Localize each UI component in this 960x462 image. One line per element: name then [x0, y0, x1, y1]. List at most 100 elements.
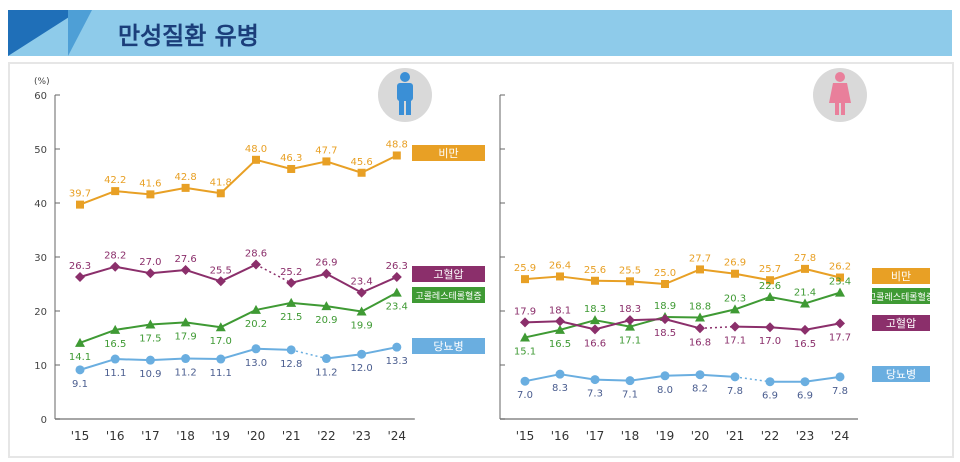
- series-line-segment: [629, 374, 666, 382]
- series-line-segment: [361, 346, 397, 356]
- series-line-segment: [255, 301, 292, 311]
- data-label: 8.0: [657, 385, 673, 396]
- data-label: 47.7: [315, 145, 337, 156]
- data-point: [836, 273, 844, 282]
- data-point: [251, 259, 261, 270]
- y-tick-label: 30: [34, 253, 47, 264]
- series-line-segment: [220, 159, 257, 195]
- data-label: 11.1: [210, 368, 232, 379]
- series-line-segment: [185, 321, 221, 329]
- series-line-segment: [291, 349, 327, 360]
- data-point: [110, 261, 121, 272]
- data-label: 17.1: [619, 336, 641, 347]
- data-point: [800, 377, 810, 387]
- data-label: 27.0: [139, 257, 161, 268]
- data-label: 13.0: [245, 358, 267, 369]
- x-tick-label: '19: [656, 429, 675, 443]
- data-label: 42.2: [104, 175, 126, 186]
- data-label: 16.5: [794, 339, 816, 350]
- series-line-segment: [699, 308, 736, 319]
- series-line-segment: [361, 154, 398, 174]
- legend-label: 비만: [438, 147, 458, 160]
- data-label: 7.8: [832, 386, 848, 397]
- data-point: [286, 297, 297, 307]
- series-line-segment: [150, 268, 186, 275]
- data-label: 41.8: [210, 177, 232, 188]
- data-label: 25.0: [654, 268, 676, 279]
- data-point: [145, 319, 156, 329]
- data-label: 20.9: [315, 315, 337, 326]
- data-label: 25.5: [619, 265, 641, 276]
- data-label: 23.4: [350, 277, 372, 288]
- data-point: [766, 276, 774, 285]
- data-point: [357, 349, 367, 359]
- series-line-segment: [326, 353, 362, 360]
- title-banner: 만성질환 유병: [8, 10, 952, 56]
- data-point: [520, 332, 530, 342]
- x-tick-label: '21: [726, 429, 745, 443]
- data-point: [75, 337, 85, 347]
- series-line-segment: [559, 275, 596, 282]
- data-label: 28.2: [104, 251, 126, 262]
- series-line-segment: [594, 319, 631, 328]
- data-point: [556, 272, 564, 281]
- series-line-segment: [524, 328, 561, 339]
- data-point: [322, 157, 331, 166]
- data-label: 17.0: [759, 336, 781, 347]
- data-point: [590, 375, 600, 385]
- series-line-segment: [290, 272, 327, 284]
- data-label: 17.9: [174, 331, 196, 342]
- data-point: [800, 324, 810, 335]
- legend-box: [412, 266, 485, 282]
- data-label: 17.9: [514, 306, 536, 317]
- data-label: 26.2: [829, 262, 851, 273]
- x-tick-label: '23: [796, 429, 815, 443]
- data-label: 18.8: [689, 301, 711, 312]
- series-line-segment: [769, 326, 806, 331]
- data-label: 17.7: [829, 332, 851, 343]
- x-tick-label: '18: [621, 429, 640, 443]
- data-point: [626, 277, 634, 286]
- series-line-segment: [255, 158, 292, 170]
- data-label: 7.1: [622, 390, 638, 401]
- x-tick-label: '22: [317, 429, 336, 443]
- data-label: 25.5: [210, 265, 232, 276]
- legend-box: [412, 338, 485, 354]
- data-point: [75, 271, 85, 282]
- data-label: 27.7: [689, 253, 711, 264]
- legend-label: 당뇨병: [433, 340, 463, 353]
- legend-box: [872, 288, 930, 304]
- series-line-segment: [115, 358, 151, 362]
- x-tick-label: '17: [141, 429, 160, 443]
- data-point: [731, 269, 739, 278]
- data-label: 26.3: [69, 261, 91, 272]
- data-label: 26.4: [549, 260, 571, 271]
- data-label: 20.2: [245, 319, 267, 330]
- data-point: [286, 345, 296, 355]
- series-line-segment: [804, 375, 841, 383]
- data-point: [521, 275, 529, 284]
- female-person-icon: [829, 72, 851, 115]
- data-label: 12.0: [350, 363, 372, 374]
- male-person-icon: [397, 72, 413, 115]
- data-point: [357, 168, 366, 177]
- data-label: 18.5: [654, 328, 676, 339]
- data-point: [520, 376, 530, 386]
- series-line-segment: [79, 190, 116, 206]
- legend-box: [412, 287, 485, 303]
- x-tick-label: '23: [352, 429, 371, 443]
- data-point: [286, 277, 297, 288]
- series-line-segment: [734, 325, 771, 329]
- data-point: [110, 324, 121, 334]
- data-label: 12.8: [280, 359, 302, 370]
- data-label: 26.9: [724, 258, 746, 269]
- data-point: [391, 271, 402, 282]
- data-point: [661, 280, 669, 288]
- legend-box: [412, 145, 485, 161]
- data-point: [660, 314, 670, 325]
- series-line-segment: [804, 267, 841, 279]
- data-point: [111, 187, 120, 196]
- y-axis-label: (%): [34, 77, 50, 87]
- data-point: [765, 322, 775, 333]
